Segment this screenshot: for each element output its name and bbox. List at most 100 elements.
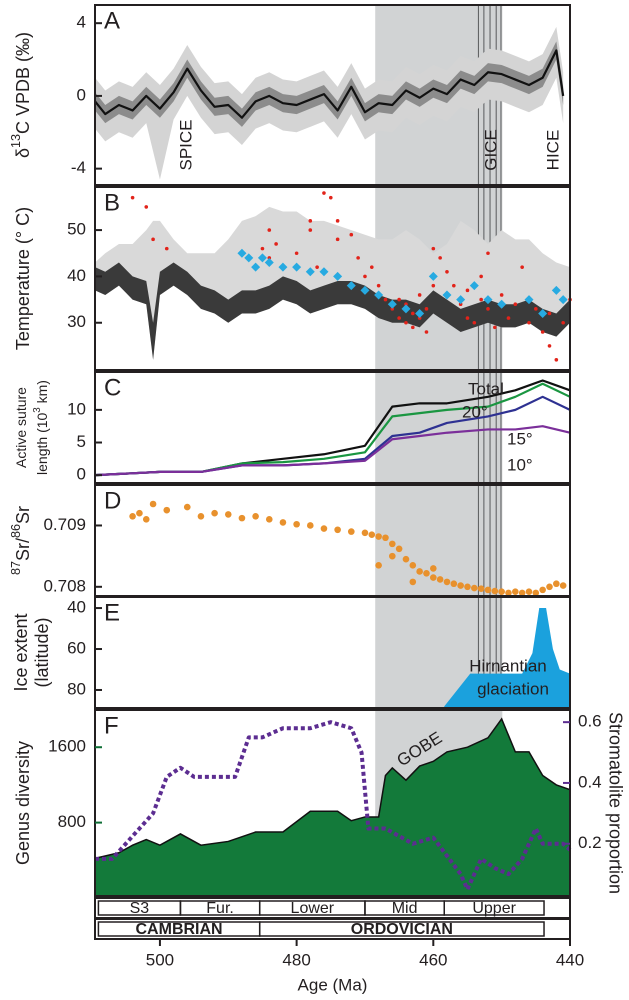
point <box>267 256 272 260</box>
point <box>430 574 437 581</box>
axis-label-part: 13 <box>9 134 23 148</box>
panel-frame <box>94 186 571 371</box>
point <box>513 302 518 307</box>
point <box>260 246 265 251</box>
axis-label-part: 3 <box>32 407 43 413</box>
point <box>498 588 505 596</box>
panel-letter: A <box>104 7 120 34</box>
point <box>149 500 157 508</box>
point <box>404 320 408 325</box>
point <box>431 246 436 251</box>
axis-label-part: Active suture <box>13 387 29 468</box>
timescale-label: CAMBRIAN <box>136 921 223 938</box>
y-tick-label: 4 <box>77 13 86 32</box>
point <box>458 302 463 307</box>
series-label: 20° <box>462 402 488 421</box>
y-tick-label: 40 <box>67 598 86 617</box>
point <box>409 562 417 569</box>
point <box>238 514 246 522</box>
point <box>306 522 314 529</box>
point <box>279 519 287 526</box>
axis-label: δ13C VPDB (‰) <box>9 32 32 158</box>
point <box>224 511 232 518</box>
annotation: SPICE <box>176 119 195 170</box>
axis-label: Temperature (° C) <box>13 207 33 350</box>
point <box>308 228 313 232</box>
line <box>94 49 565 119</box>
point <box>264 258 274 268</box>
point <box>164 246 169 251</box>
point <box>505 589 512 597</box>
y-tick-label: 80 <box>67 679 86 698</box>
point <box>442 290 452 300</box>
annotation: Hirnantian <box>469 656 547 675</box>
point <box>520 265 524 269</box>
point <box>417 316 422 320</box>
point <box>369 265 374 269</box>
point <box>130 195 135 200</box>
annotation: GICE <box>481 129 500 171</box>
point <box>416 568 423 575</box>
point <box>397 316 401 320</box>
area <box>444 608 570 708</box>
timescale-label: Fur. <box>206 900 234 917</box>
axis-label: length (103 km) <box>32 380 50 475</box>
point <box>424 307 429 311</box>
y-tick-label: 50 <box>67 220 86 239</box>
band <box>95 262 570 360</box>
point <box>483 295 493 305</box>
axis-label-part: length (10 <box>34 412 50 474</box>
y-tick-label: 40 <box>67 266 86 285</box>
axis-label-part: 86 <box>9 524 23 538</box>
point <box>404 302 408 307</box>
point <box>395 545 403 553</box>
y-tick-label: 0.709 <box>43 515 86 534</box>
point <box>525 588 533 596</box>
point <box>382 534 389 542</box>
panel-letter: E <box>104 599 120 626</box>
point <box>409 578 417 586</box>
point <box>237 248 247 258</box>
timescale-label: S3 <box>130 900 150 917</box>
point <box>211 509 218 517</box>
point <box>335 237 340 242</box>
axis-label: (latitude) <box>32 617 52 687</box>
panel-letter: F <box>104 712 119 739</box>
point <box>438 256 442 260</box>
point <box>539 586 546 594</box>
point <box>129 512 136 520</box>
point <box>257 253 267 263</box>
point <box>383 297 388 302</box>
timescale-unit <box>443 900 545 916</box>
point <box>144 205 149 209</box>
point <box>499 293 504 297</box>
point <box>334 526 341 534</box>
x-tick-label: 440 <box>556 950 584 969</box>
y2-tick-label: 0.2 <box>578 833 602 852</box>
point <box>315 265 319 269</box>
area <box>94 717 571 897</box>
axis-label-part: 87 <box>9 561 23 575</box>
point <box>328 195 333 200</box>
panel-frame <box>94 709 571 897</box>
point <box>547 344 552 348</box>
series-label: 15° <box>507 429 533 448</box>
point <box>445 269 449 274</box>
point <box>333 271 343 281</box>
point <box>346 281 356 291</box>
point <box>477 585 485 592</box>
point <box>335 219 340 223</box>
point <box>464 583 471 591</box>
y-tick-label: 10 <box>67 399 86 418</box>
panel-frame <box>94 596 571 709</box>
panel-letter: C <box>104 374 121 401</box>
point <box>443 578 451 586</box>
point <box>401 304 411 314</box>
y-tick-label: 0 <box>77 85 86 104</box>
point <box>305 267 315 277</box>
series-label: 10° <box>507 455 533 474</box>
point <box>430 565 437 572</box>
point <box>389 552 396 560</box>
point <box>493 325 497 330</box>
point <box>479 297 483 302</box>
